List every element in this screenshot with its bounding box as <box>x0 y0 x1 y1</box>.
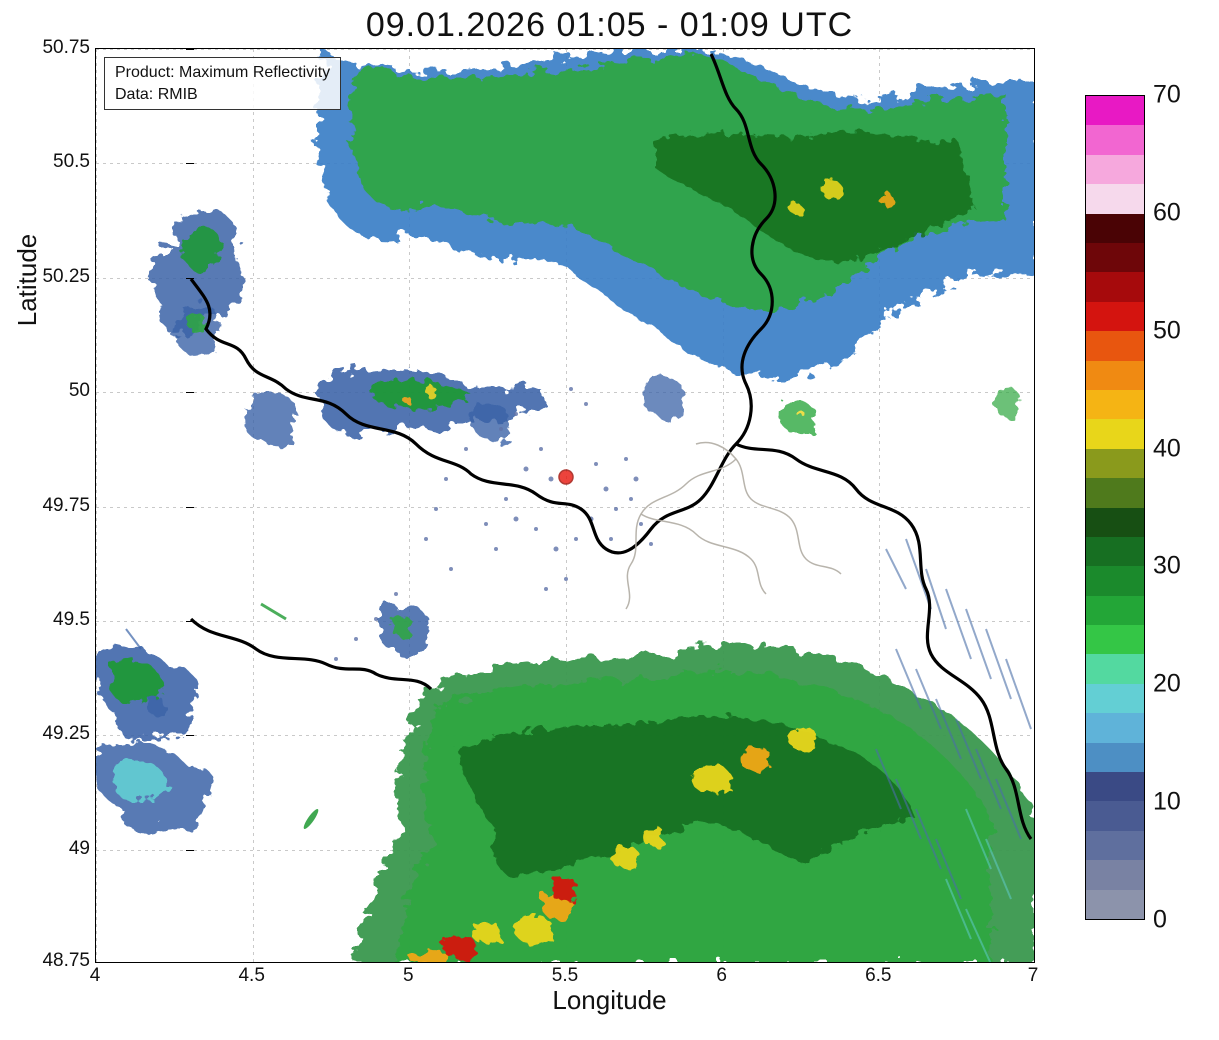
internal-border-luxembourg-3 <box>641 514 766 594</box>
colorbar-segment-10 <box>1086 596 1144 625</box>
info-line-product: Product: Maximum Reflectivity <box>115 62 330 84</box>
colorbar-segment-8 <box>1086 654 1144 683</box>
tick-mark-lat-50.75 <box>186 49 194 50</box>
tick-label-lon-7.0: 7 <box>1028 965 1039 987</box>
internal-border-luxembourg-2 <box>626 459 736 609</box>
colorbar-segment-23 <box>1086 214 1144 243</box>
colorbar-segment-4 <box>1086 772 1144 801</box>
tick-mark-lat-48.75 <box>186 962 194 963</box>
colorbar-segment-17 <box>1086 390 1144 419</box>
colorbar-gradient <box>1085 95 1145 920</box>
colorbar-segment-24 <box>1086 184 1144 213</box>
tick-label-lon-4.0: 4 <box>90 965 101 987</box>
colorbar-segment-26 <box>1086 125 1144 154</box>
plot-area: Product: Maximum Reflectivity Data: RMIB <box>95 48 1035 963</box>
colorbar-segment-6 <box>1086 713 1144 742</box>
colorbar-segment-19 <box>1086 331 1144 360</box>
tick-mark-lat-50.00 <box>186 392 194 393</box>
tick-mark-lat-49.50 <box>186 621 194 622</box>
tick-label-lon-5.0: 5 <box>403 965 414 987</box>
tick-label-lat-50.75: 50.75 <box>38 37 90 59</box>
colorbar-segment-22 <box>1086 243 1144 272</box>
colorbar-segment-12 <box>1086 537 1144 566</box>
colorbar-segment-0 <box>1086 890 1144 919</box>
tick-label-lat-50.50: 50.5 <box>38 151 90 173</box>
colorbar-segment-14 <box>1086 478 1144 507</box>
page-title: 09.01.2026 01:05 - 01:09 UTC <box>0 6 1219 45</box>
cb-tick-10: 10 <box>1153 788 1181 817</box>
cb-tick-40: 40 <box>1153 434 1181 463</box>
tick-label-lon-6.0: 6 <box>716 965 727 987</box>
gridline-lon-7.0 <box>1034 49 1035 962</box>
colorbar-segment-20 <box>1086 302 1144 331</box>
gridline-lat-48.75 <box>96 962 1034 963</box>
colorbar-segment-16 <box>1086 419 1144 448</box>
colorbar-segment-27 <box>1086 96 1144 125</box>
colorbar-segment-2 <box>1086 831 1144 860</box>
colorbar-segment-1 <box>1086 860 1144 889</box>
cb-tick-70: 70 <box>1153 81 1181 110</box>
radar-map-app: 09.01.2026 01:05 - 01:09 UTC <box>0 0 1219 1040</box>
y-axis-label: Latitude <box>12 160 43 400</box>
x-axis-label: Longitude <box>0 985 1219 1016</box>
colorbar-segment-25 <box>1086 155 1144 184</box>
cb-tick-0: 0 <box>1153 906 1167 935</box>
colorbar-segment-18 <box>1086 361 1144 390</box>
radar-reflectivity-layer <box>96 49 1035 963</box>
colorbar-segment-9 <box>1086 625 1144 654</box>
cb-tick-50: 50 <box>1153 316 1181 345</box>
colorbar-segment-3 <box>1086 801 1144 830</box>
cb-tick-60: 60 <box>1153 198 1181 227</box>
internal-border-luxembourg <box>696 442 841 574</box>
tick-label-lat-49.25: 49.25 <box>38 723 90 745</box>
colorbar: 0 10 20 30 40 50 60 70 dBZ <box>1085 95 1145 920</box>
cb-tick-20: 20 <box>1153 670 1181 699</box>
colorbar-segment-5 <box>1086 743 1144 772</box>
tick-label-lon-6.5: 6.5 <box>865 965 891 987</box>
tick-label-lat-48.75: 48.75 <box>38 950 90 972</box>
tick-mark-lat-49.00 <box>186 850 194 851</box>
colorbar-segment-7 <box>1086 684 1144 713</box>
tick-label-lat-50.00: 50 <box>38 380 90 402</box>
tick-mark-lat-49.75 <box>186 507 194 508</box>
tick-mark-lat-49.25 <box>186 735 194 736</box>
colorbar-segment-13 <box>1086 508 1144 537</box>
colorbar-segment-15 <box>1086 449 1144 478</box>
cb-tick-30: 30 <box>1153 552 1181 581</box>
tick-mark-lat-50.50 <box>186 163 194 164</box>
tick-mark-lat-50.25 <box>186 278 194 279</box>
info-line-data: Data: RMIB <box>115 84 330 106</box>
colorbar-segment-11 <box>1086 566 1144 595</box>
tick-label-lon-5.5: 5.5 <box>552 965 578 987</box>
tick-label-lat-49.50: 49.5 <box>38 609 90 631</box>
colorbar-segment-21 <box>1086 272 1144 301</box>
tick-label-lat-50.25: 50.25 <box>38 266 90 288</box>
tick-label-lon-4.5: 4.5 <box>238 965 264 987</box>
info-box: Product: Maximum Reflectivity Data: RMIB <box>104 57 341 110</box>
tick-label-lat-49.75: 49.75 <box>38 495 90 517</box>
tick-label-lat-49.00: 49 <box>38 838 90 860</box>
